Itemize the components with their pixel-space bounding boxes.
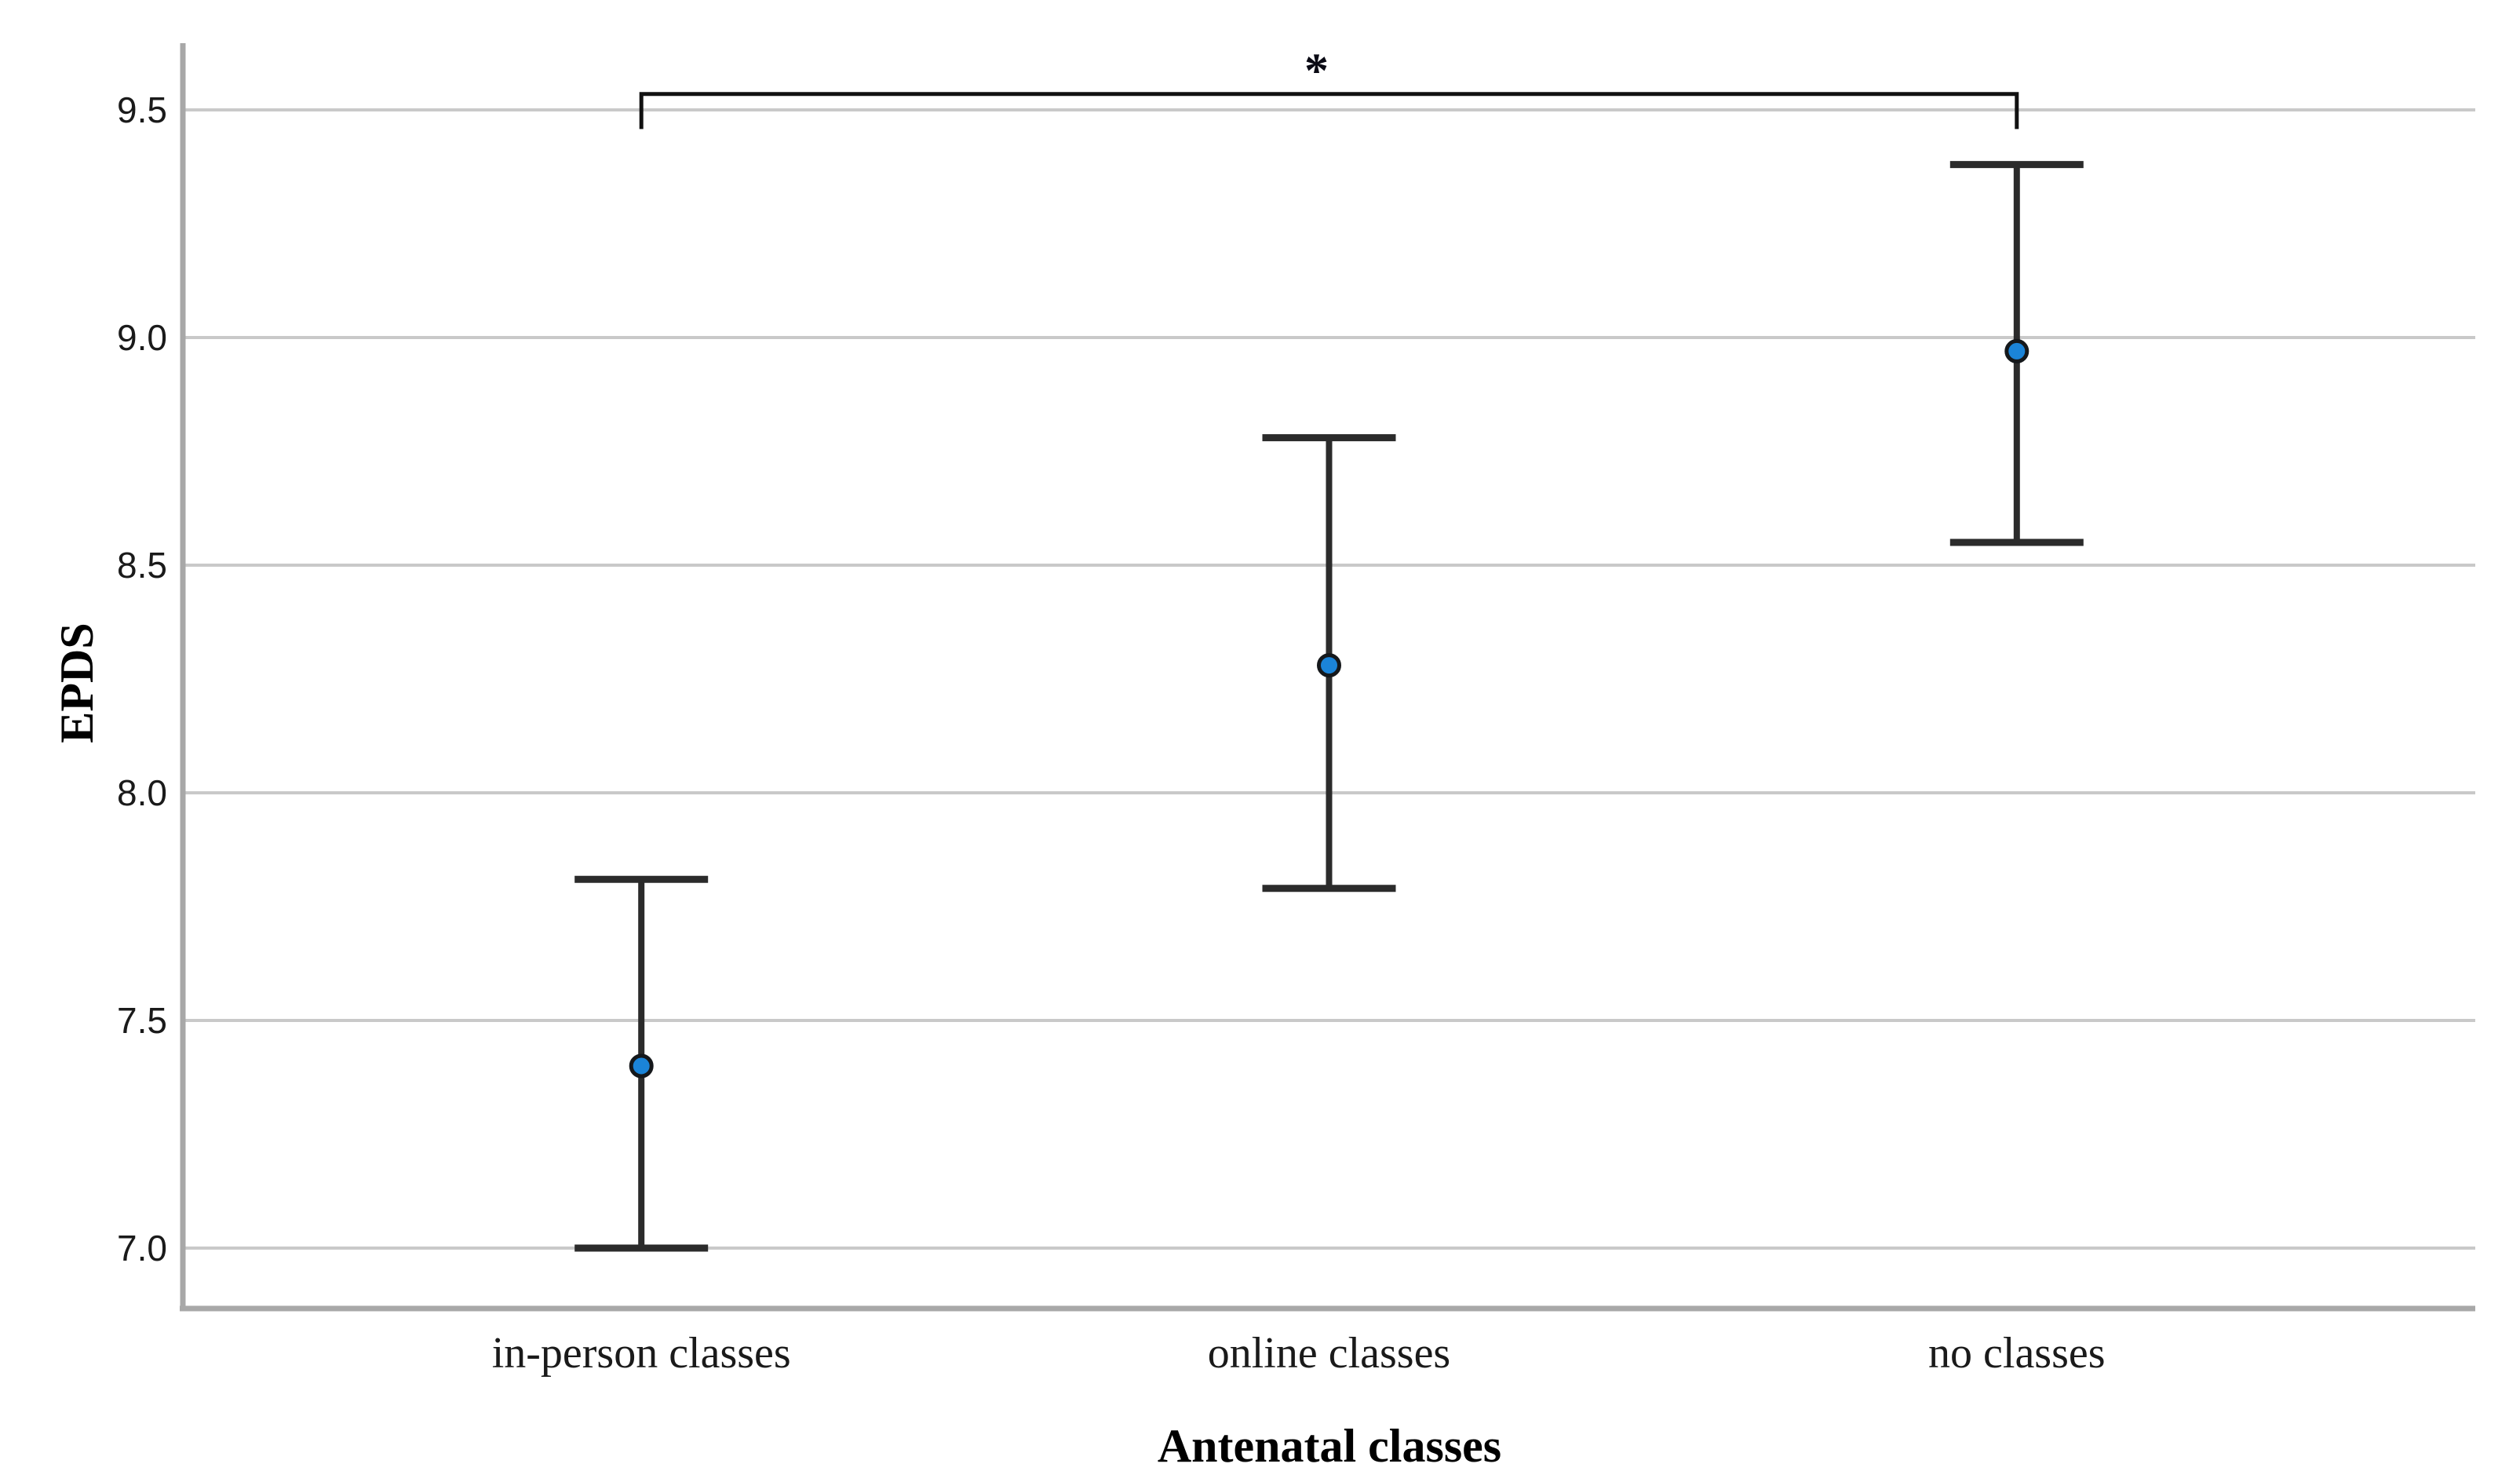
- x-category-label: online classes: [1208, 1329, 1450, 1378]
- x-axis-title: Antenatal classes: [1158, 1420, 1501, 1472]
- x-category-label: in-person classes: [492, 1329, 791, 1378]
- error-bars-group: [574, 161, 2084, 1252]
- axes-group: [180, 43, 2475, 1312]
- y-tick-label: 9.0: [117, 317, 167, 358]
- y-axis-title: EPDS: [51, 622, 103, 743]
- y-tick-label: 7.5: [117, 1000, 167, 1041]
- error-bar-3: [1949, 161, 2084, 546]
- significance-asterisk: *: [1304, 44, 1329, 97]
- error-bar-1: [574, 875, 709, 1252]
- error-bar-2: [1262, 434, 1396, 892]
- significance-bracket-group: [639, 92, 2019, 130]
- y-tick-label: 9.5: [117, 89, 167, 130]
- x-category-labels-group: in-person classes online classes no classe…: [492, 1329, 2106, 1378]
- y-tick-labels-group: 7.0 7.5 8.0 8.5 9.0 9.5: [117, 89, 167, 1268]
- significance-bracket: [639, 92, 2019, 130]
- mean-marker: [1317, 653, 1341, 678]
- y-tick-label: 7.0: [117, 1228, 167, 1268]
- y-tick-label: 8.5: [117, 545, 167, 586]
- mean-marker: [629, 1053, 654, 1079]
- y-tick-label: 8.0: [117, 772, 167, 813]
- x-category-label: no classes: [1928, 1329, 2106, 1378]
- mean-marker: [2004, 338, 2029, 363]
